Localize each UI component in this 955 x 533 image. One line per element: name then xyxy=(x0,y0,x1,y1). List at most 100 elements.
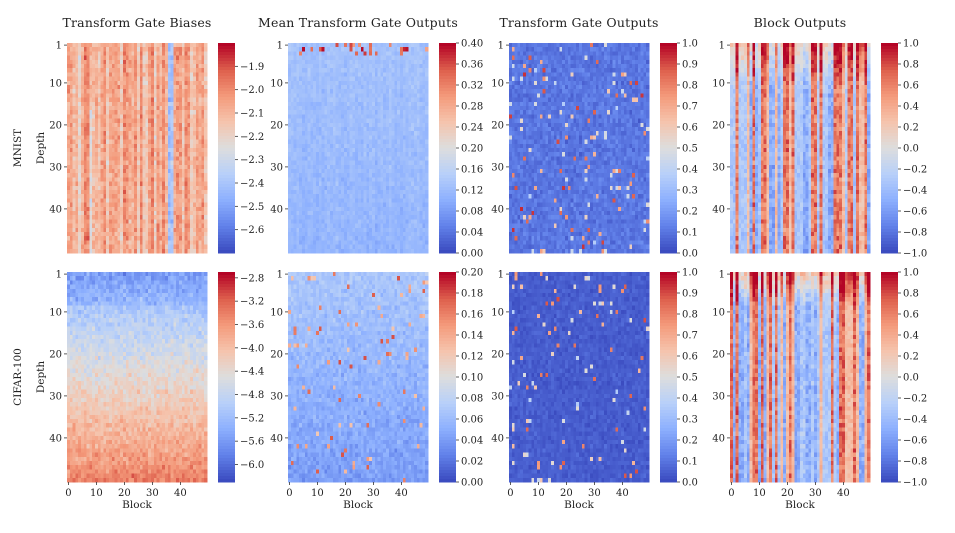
heatmap-cell xyxy=(406,203,409,208)
heatmap-cell xyxy=(98,60,101,65)
heatmap-cell xyxy=(322,68,325,73)
heatmap-cell xyxy=(291,51,294,56)
heatmap-cell xyxy=(408,203,411,208)
heatmap-cell xyxy=(157,127,160,132)
y-axis-label: Depth xyxy=(35,132,47,165)
heatmap-cell xyxy=(171,198,174,203)
heatmap-cell xyxy=(316,72,319,77)
heatmap-cell xyxy=(129,232,132,237)
colorbar-segment xyxy=(218,97,235,100)
heatmap-cell xyxy=(143,131,146,136)
heatmap-cell xyxy=(143,119,146,124)
heatmap-cell xyxy=(176,190,179,195)
heatmap-cell xyxy=(151,219,154,224)
heatmap-cell xyxy=(98,219,101,224)
heatmap-cell xyxy=(422,224,425,229)
heatmap-cell xyxy=(299,224,302,229)
heatmap-cell xyxy=(193,64,196,69)
heatmap-cell xyxy=(182,236,185,241)
colorbar-segment xyxy=(218,70,235,73)
heatmap-cell xyxy=(78,98,81,103)
heatmap-cell xyxy=(305,215,308,220)
heatmap-cell xyxy=(364,72,367,77)
heatmap-cell xyxy=(397,215,400,220)
heatmap-cell xyxy=(117,43,120,48)
heatmap-cell xyxy=(378,77,381,82)
heatmap-cell xyxy=(185,215,188,220)
heatmap-cell xyxy=(95,68,98,73)
heatmap-cell xyxy=(425,228,428,233)
heatmap-cell xyxy=(333,106,336,111)
heatmap-cell xyxy=(162,43,165,48)
heatmap-cell xyxy=(140,148,143,153)
heatmap-cell xyxy=(347,85,350,90)
heatmap-cell xyxy=(308,89,311,94)
heatmap-cell xyxy=(81,81,84,86)
heatmap-cell xyxy=(372,190,375,195)
heatmap-cell xyxy=(193,119,196,124)
heatmap-cell xyxy=(159,114,162,119)
heatmap-cell xyxy=(299,106,302,111)
heatmap-cell xyxy=(154,219,157,224)
heatmap-cell xyxy=(179,123,182,128)
heatmap-cell xyxy=(366,81,369,86)
heatmap-cell xyxy=(75,64,78,69)
heatmap-cell xyxy=(341,64,344,69)
heatmap-cell xyxy=(193,203,196,208)
heatmap-cell xyxy=(154,98,157,103)
heatmap-cell xyxy=(394,64,397,69)
heatmap-cell xyxy=(327,228,330,233)
heatmap-cell xyxy=(182,245,185,250)
heatmap-cell xyxy=(372,173,375,178)
heatmap-cell xyxy=(148,173,151,178)
heatmap-cell xyxy=(106,56,109,61)
heatmap-cell xyxy=(422,198,425,203)
heatmap-cell xyxy=(87,161,90,166)
heatmap-cell xyxy=(70,140,73,145)
heatmap-cell xyxy=(352,81,355,86)
heatmap-cell xyxy=(143,182,146,187)
heatmap-cell xyxy=(106,219,109,224)
heatmap-cell xyxy=(355,177,358,182)
heatmap-cell xyxy=(70,249,73,254)
heatmap-cell xyxy=(179,93,182,98)
heatmap-cell xyxy=(355,114,358,119)
heatmap-cell xyxy=(89,224,92,229)
heatmap-cell xyxy=(179,110,182,115)
heatmap-cell xyxy=(324,123,327,128)
heatmap-cell xyxy=(193,190,196,195)
heatmap-cell xyxy=(154,123,157,128)
heatmap-cell xyxy=(204,47,207,52)
heatmap-cell xyxy=(109,131,112,136)
heatmap-cell xyxy=(330,211,333,216)
heatmap-cell xyxy=(73,182,76,187)
heatmap-cell xyxy=(422,77,425,82)
heatmap-cell xyxy=(165,98,168,103)
heatmap-cell xyxy=(302,51,305,56)
heatmap-cell xyxy=(414,51,417,56)
heatmap-cell xyxy=(154,224,157,229)
heatmap-cell xyxy=(347,215,350,220)
heatmap-cell xyxy=(129,148,132,153)
heatmap-cell xyxy=(115,198,118,203)
heatmap-cell xyxy=(182,43,185,48)
heatmap-cell xyxy=(92,169,95,174)
heatmap-cell xyxy=(176,152,179,157)
heatmap-cell xyxy=(375,127,378,132)
heatmap-cell xyxy=(299,114,302,119)
heatmap-cell xyxy=(165,47,168,52)
heatmap-cell xyxy=(199,68,202,73)
heatmap-cell xyxy=(148,135,151,140)
heatmap-cell xyxy=(288,135,291,140)
heatmap-cell xyxy=(75,102,78,107)
heatmap-cell xyxy=(406,131,409,136)
heatmap-cell xyxy=(154,194,157,199)
heatmap-cell xyxy=(131,140,134,145)
heatmap-cell xyxy=(101,186,104,191)
heatmap-cell xyxy=(372,123,375,128)
heatmap-cell xyxy=(106,114,109,119)
heatmap-cell xyxy=(151,156,154,161)
heatmap-cell xyxy=(350,173,353,178)
heatmap-cell xyxy=(414,102,417,107)
heatmap-cell xyxy=(129,127,132,132)
